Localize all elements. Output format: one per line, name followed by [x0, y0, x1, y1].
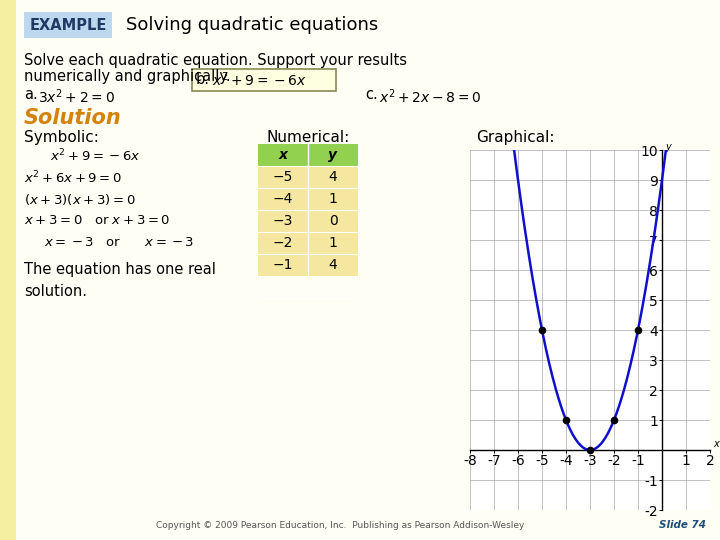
Text: −3: −3 — [273, 214, 293, 228]
Text: Graphical:: Graphical: — [476, 130, 554, 145]
Text: −4: −4 — [273, 192, 293, 206]
Text: Copyright © 2009 Pearson Education, Inc.  Publishing as Pearson Addison-Wesley: Copyright © 2009 Pearson Education, Inc.… — [156, 521, 524, 530]
Text: $x^2+6x+9=0$: $x^2+6x+9=0$ — [24, 170, 122, 187]
Bar — [192, 69, 336, 91]
Text: 1: 1 — [328, 192, 338, 206]
Text: x: x — [279, 148, 287, 162]
Bar — [24, 12, 112, 38]
Text: Symbolic:: Symbolic: — [24, 130, 99, 145]
Bar — [258, 232, 358, 254]
Bar — [258, 210, 358, 232]
Text: y: y — [328, 148, 338, 162]
Text: EXAMPLE: EXAMPLE — [30, 17, 107, 32]
Text: Slide 74: Slide 74 — [659, 520, 706, 530]
Bar — [258, 188, 358, 210]
Text: Numerical:: Numerical: — [266, 130, 349, 145]
Text: −1: −1 — [273, 258, 293, 272]
Bar — [258, 144, 358, 166]
Text: $x^2+2x-8=0$: $x^2+2x-8=0$ — [379, 87, 482, 106]
Text: $x^2+9=-6x$: $x^2+9=-6x$ — [50, 148, 140, 165]
Text: −5: −5 — [273, 170, 293, 184]
Text: 0: 0 — [328, 214, 338, 228]
Text: Solve each quadratic equation. Support your results: Solve each quadratic equation. Support y… — [24, 53, 407, 68]
Text: $3x^2+2=0$: $3x^2+2=0$ — [38, 87, 115, 106]
Bar — [258, 254, 358, 276]
Text: x: x — [714, 439, 719, 449]
Text: 4: 4 — [328, 170, 338, 184]
Text: −2: −2 — [273, 236, 293, 250]
Text: $x=-3$   or      $x=-3$: $x=-3$ or $x=-3$ — [44, 236, 194, 249]
Text: Solution: Solution — [24, 108, 122, 128]
Bar — [258, 166, 358, 188]
Text: $x+3=0$   or $x+3=0$: $x+3=0$ or $x+3=0$ — [24, 214, 170, 227]
Text: $(x+3)(x+3)=0$: $(x+3)(x+3)=0$ — [24, 192, 135, 207]
Bar — [0, 0, 16, 540]
Text: 4: 4 — [328, 258, 338, 272]
Text: numerically and graphically.: numerically and graphically. — [24, 69, 230, 84]
Text: a.: a. — [24, 87, 37, 102]
Text: y: y — [665, 142, 671, 152]
Text: b.: b. — [196, 72, 210, 87]
Text: 1: 1 — [328, 236, 338, 250]
Text: c.: c. — [365, 87, 378, 102]
Text: The equation has one real
solution.: The equation has one real solution. — [24, 262, 216, 299]
Text: Solving quadratic equations: Solving quadratic equations — [126, 16, 378, 34]
Text: $x^2+9=-6x$: $x^2+9=-6x$ — [212, 71, 307, 89]
